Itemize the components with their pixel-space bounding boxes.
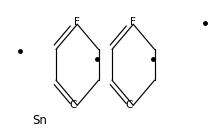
Text: C: C	[125, 100, 132, 110]
Text: F: F	[74, 17, 80, 27]
Text: Sn: Sn	[32, 114, 47, 127]
Text: C: C	[69, 100, 76, 110]
Text: F: F	[130, 17, 136, 27]
